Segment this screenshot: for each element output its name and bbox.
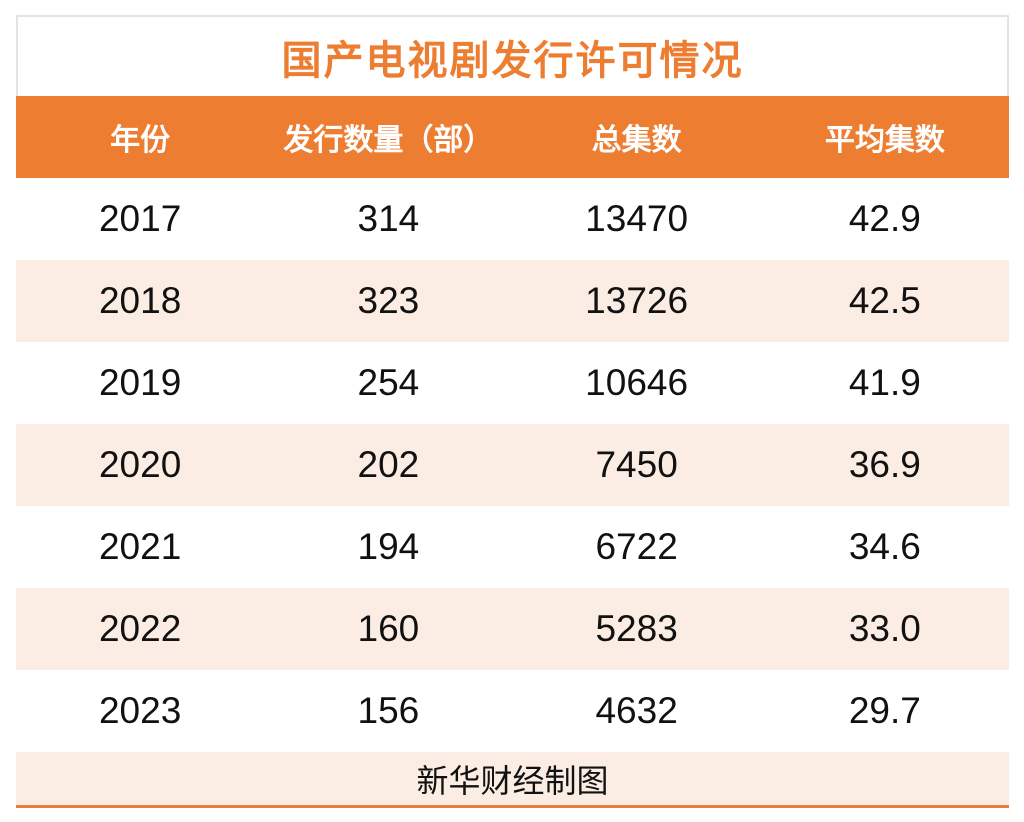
cell-year: 2023 — [98, 690, 182, 731]
source-note-row: 新华财经制图 — [16, 752, 1009, 805]
header-cell-total-episodes: 总集数 — [591, 124, 682, 157]
cell-release-count: 254 — [357, 362, 420, 403]
table-row: 2019 254 10646 41.9 — [16, 342, 1009, 424]
cell-avg-episodes: 42.9 — [848, 198, 921, 239]
header-cell-year: 年份 — [110, 124, 171, 157]
table-row: 2022 160 5283 33.0 — [16, 588, 1009, 670]
cell-total-episodes: 5283 — [595, 608, 678, 649]
cell-release-count: 156 — [357, 690, 420, 731]
cell-year: 2020 — [98, 444, 182, 485]
table-row: 2021 194 6722 34.6 — [16, 506, 1009, 588]
cell-avg-episodes: 36.9 — [848, 444, 921, 485]
cell-total-episodes: 6722 — [595, 526, 678, 567]
source-note: 新华财经制图 — [416, 762, 609, 799]
cell-release-count: 314 — [357, 198, 420, 239]
cell-avg-episodes: 33.0 — [848, 608, 921, 649]
cell-release-count: 160 — [357, 608, 420, 649]
cell-avg-episodes: 34.6 — [848, 526, 921, 567]
table-body: 2017 314 13470 42.9 2018 323 13726 42.5 … — [16, 178, 1009, 752]
table-row: 2020 202 7450 36.9 — [16, 424, 1009, 506]
cell-total-episodes: 13470 — [585, 198, 689, 239]
page-title: 国产电视剧发行许可情况 — [281, 38, 744, 83]
cell-year: 2019 — [98, 362, 182, 403]
cell-release-count: 323 — [357, 280, 420, 321]
accent-divider — [16, 805, 1009, 808]
cell-avg-episodes: 42.5 — [848, 280, 921, 321]
cell-year: 2022 — [98, 608, 182, 649]
cell-total-episodes: 4632 — [595, 690, 678, 731]
header-cell-release-count: 发行数量（部） — [283, 124, 494, 157]
cell-total-episodes: 10646 — [585, 362, 689, 403]
cell-year: 2021 — [98, 526, 182, 567]
cell-release-count: 202 — [357, 444, 420, 485]
cell-avg-episodes: 41.9 — [848, 362, 921, 403]
header-cell-avg-episodes: 平均集数 — [824, 124, 945, 157]
table-row: 2023 156 4632 29.7 — [16, 670, 1009, 752]
table-card: 国产电视剧发行许可情况 年份 发行数量（部） 总集数 平均集数 2017 314… — [16, 15, 1009, 808]
cell-total-episodes: 7450 — [595, 444, 678, 485]
cell-avg-episodes: 29.7 — [848, 690, 921, 731]
cell-year: 2017 — [98, 198, 182, 239]
table-header-row: 年份 发行数量（部） 总集数 平均集数 — [16, 96, 1009, 178]
title-box: 国产电视剧发行许可情况 — [16, 15, 1009, 96]
table-row: 2018 323 13726 42.5 — [16, 260, 1009, 342]
table-row: 2017 314 13470 42.9 — [16, 178, 1009, 260]
cell-total-episodes: 13726 — [585, 280, 689, 321]
cell-release-count: 194 — [357, 526, 420, 567]
cell-year: 2018 — [98, 280, 182, 321]
